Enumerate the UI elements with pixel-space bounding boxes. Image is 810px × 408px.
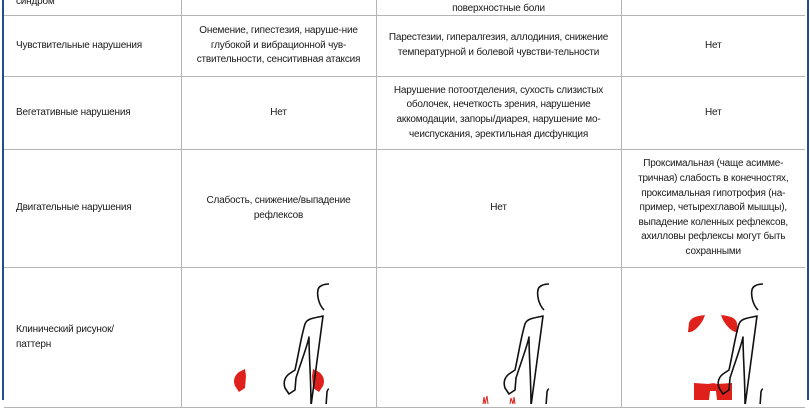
body-feet-highlighted-figure: [482, 283, 549, 404]
cell: Онемение, гипестезия, наруше-ние глубоко…: [180, 15, 377, 77]
figure-cell: [620, 267, 805, 408]
row-label: Вегетативные нарушения: [4, 76, 182, 150]
row-label: Чувствительные нарушения: [4, 15, 182, 77]
cell: Нарушение потоотделения, сухость слизист…: [375, 76, 622, 150]
cell: Нет: [620, 15, 805, 77]
row-label: Клинический рисунок/ паттерн: [4, 267, 182, 408]
cell: Нет: [620, 76, 805, 150]
highlight-feet: [482, 395, 515, 404]
table-row: Чувствительные нарушения Онемение, гипес…: [4, 15, 805, 77]
highlight-thighs: [694, 383, 733, 400]
highlight-right-shoulder: [721, 315, 739, 333]
highlight-left-shoulder: [688, 315, 706, 333]
cell: Нет: [375, 149, 622, 268]
table-row: Клинический рисунок/ паттерн: [4, 267, 805, 408]
row-label: Двигательные нарушения: [4, 149, 182, 268]
table-row: синдром поверхностные боли: [4, 0, 805, 16]
row-label: синдром: [4, 0, 182, 16]
figure-cell: [180, 267, 377, 408]
cell: поверхностные боли: [375, 0, 622, 16]
body-shoulders-thighs-highlighted-figure: [688, 283, 764, 404]
cell: Слабость, снижение/выпадение рефлексов: [180, 149, 377, 268]
comparison-table: синдром поверхностные боли Чувствительны…: [4, 0, 805, 408]
page-frame: [2, 0, 809, 400]
cell: [620, 0, 805, 16]
cell: Нет: [180, 76, 377, 150]
figure-cell: [375, 267, 622, 408]
cell: Проксимальная (чаще асимме-тричная) слаб…: [620, 149, 805, 268]
cell: Парестезии, гипералгезия, аллодиния, сни…: [375, 15, 622, 77]
highlight-left-hand: [233, 369, 246, 392]
cell: [180, 0, 377, 16]
table-row: Двигательные нарушения Слабость, снижени…: [4, 149, 805, 268]
body-hands-highlighted-figure: [233, 283, 329, 404]
table-row: Вегетативные нарушения Нет Нарушение пот…: [4, 76, 805, 150]
